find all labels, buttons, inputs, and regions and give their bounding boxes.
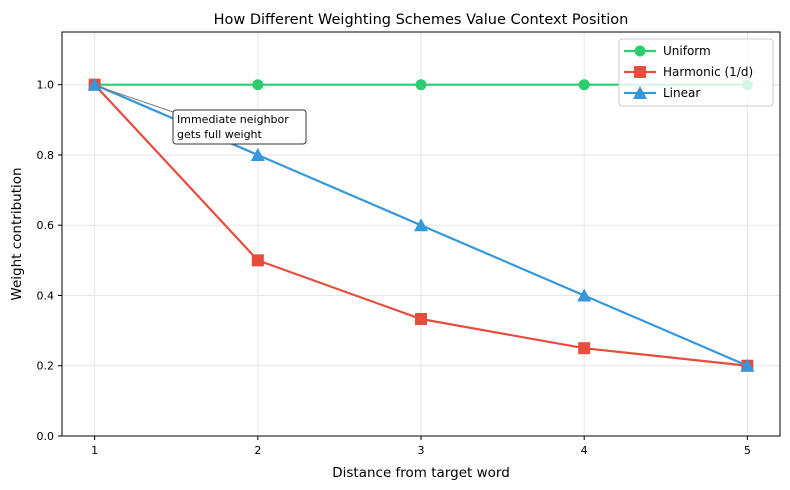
data-point	[577, 288, 592, 302]
x-tick-label: 2	[254, 444, 261, 457]
x-tick-label: 4	[581, 444, 588, 457]
legend-marker	[633, 86, 647, 99]
ticks: 1 2 3 4 5 0.0 0.2 0.4 0.6 0.8 1.0	[37, 79, 751, 457]
y-tick-label: 0.2	[37, 360, 55, 373]
y-axis-label: Weight contribution	[9, 167, 25, 300]
x-tick-label: 1	[91, 444, 98, 457]
annotation-box	[172, 109, 307, 145]
legend-label: Linear	[663, 86, 700, 100]
annotation-arrow	[96, 85, 177, 114]
x-axis-label: Distance from target word	[332, 465, 510, 481]
data-point	[578, 342, 591, 355]
data-point	[414, 218, 428, 232]
y-tick-label: 0.4	[37, 289, 55, 302]
data-point	[740, 358, 755, 372]
legend: Uniform Harmonic (1/d) Linear	[618, 38, 774, 107]
legend-marker	[634, 66, 646, 78]
data-point	[250, 147, 265, 161]
x-tick-label: 3	[418, 444, 425, 457]
data-point	[252, 79, 264, 91]
chart-title: How Different Weighting Schemes Value Co…	[214, 12, 629, 28]
data-point	[415, 79, 427, 91]
data-point	[415, 313, 427, 326]
x-tick-label: 5	[744, 444, 751, 457]
annotation: Immediate neighbor gets full weight	[96, 85, 307, 145]
legend-marker	[634, 45, 646, 57]
legend-label: Uniform	[663, 44, 711, 58]
annotation-line-1: Immediate neighbor	[177, 113, 289, 126]
legend-label: Harmonic (1/d)	[663, 65, 753, 79]
y-tick-label: 1.0	[37, 79, 55, 92]
data-point	[251, 254, 264, 267]
y-tick-label: 0.0	[37, 430, 55, 443]
data-point	[87, 77, 102, 91]
y-tick-label: 0.8	[37, 149, 55, 162]
y-tick-label: 0.6	[37, 219, 55, 232]
data-point	[578, 79, 590, 91]
legend-box	[618, 38, 774, 107]
annotation-line-2: gets full weight	[177, 128, 263, 141]
